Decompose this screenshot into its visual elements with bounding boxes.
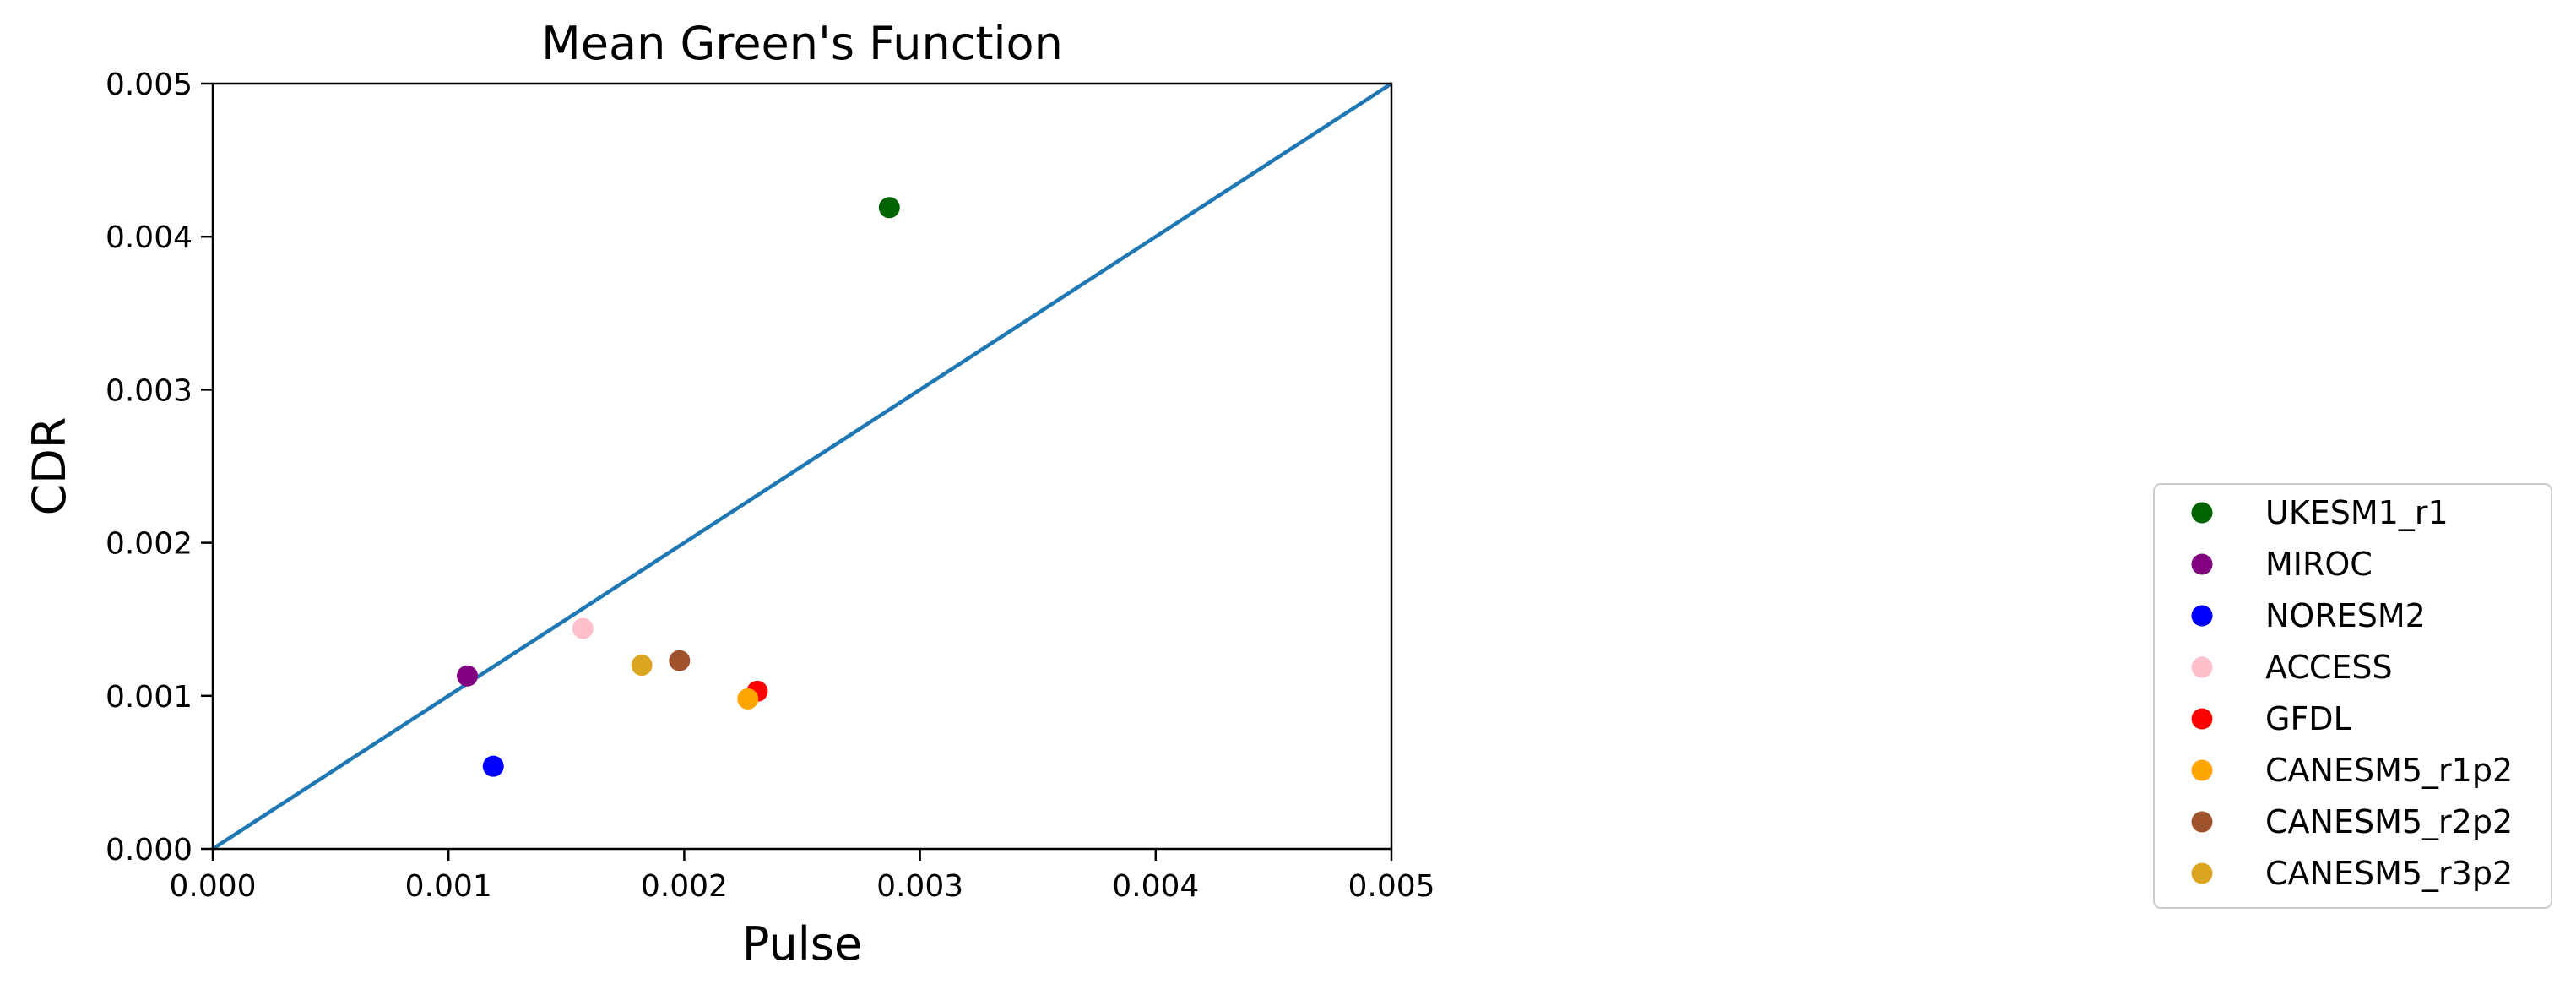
data-point-miroc (457, 665, 479, 687)
plot-frame (211, 82, 1393, 851)
legend: UKESM1_r1 MIROC NORESM2 ACCESS GFDL CANESM5_r… (2153, 483, 2552, 909)
data-point-ukesm1-r1 (878, 197, 900, 219)
plot-area (211, 82, 1393, 851)
legend-marker-noresm2 (2191, 605, 2213, 627)
legend-marker-canesm5-r1p2 (2191, 759, 2213, 781)
y-tick-label: 0.002 (106, 527, 193, 562)
legend-marker-access (2191, 656, 2213, 678)
legend-marker-gfdl (2191, 708, 2213, 730)
data-point-canesm5-r1p2 (737, 688, 759, 710)
y-tick-label: 0.004 (106, 220, 193, 255)
x-tick-label: 0.001 (405, 869, 492, 904)
legend-label-miroc: MIROC (2265, 546, 2373, 583)
legend-marker-canesm5-r2p2 (2191, 811, 2213, 833)
data-point-noresm2 (482, 755, 504, 777)
legend-label-ukesm1-r1: UKESM1_r1 (2265, 494, 2449, 531)
legend-label-canesm5-r2p2: CANESM5_r2p2 (2265, 803, 2513, 840)
legend-label-canesm5-r1p2: CANESM5_r1p2 (2265, 752, 2513, 789)
legend-label-access: ACCESS (2265, 649, 2393, 686)
x-tick-label: 0.000 (169, 869, 256, 904)
legend-marker-ukesm1-r1 (2191, 502, 2213, 524)
data-point-canesm5-r2p2 (669, 650, 691, 671)
legend-frame (2153, 483, 2552, 909)
data-point-access (572, 617, 594, 639)
reference-line (211, 82, 1393, 851)
legend-label-canesm5-r3p2: CANESM5_r3p2 (2265, 855, 2513, 892)
legend-marker-canesm5-r3p2 (2191, 862, 2213, 884)
legend-label-noresm2: NORESM2 (2265, 597, 2426, 634)
x-tick-label: 0.002 (641, 869, 728, 904)
x-tick-label: 0.005 (1348, 869, 1434, 904)
y-tick-label: 0.003 (106, 373, 193, 408)
x-axis-title: Pulse (742, 917, 862, 971)
data-point-canesm5-r3p2 (631, 655, 653, 677)
y-tick-label: 0.001 (106, 680, 193, 715)
y-tick-label: 0.000 (106, 833, 193, 867)
y-tick-label: 0.005 (106, 68, 193, 102)
x-tick-label: 0.004 (1112, 869, 1199, 904)
y-axis-title: CDR (23, 417, 76, 516)
x-axis: 0.000 0.001 0.002 0.003 0.004 0.005 (169, 849, 1435, 904)
x-tick-label: 0.003 (876, 869, 963, 904)
legend-label-gfdl: GFDL (2265, 700, 2351, 737)
legend-marker-miroc (2191, 553, 2213, 575)
y-axis: 0.000 0.001 0.002 0.003 0.004 0.005 (106, 68, 213, 867)
chart-title: Mean Green's Function (541, 17, 1063, 70)
